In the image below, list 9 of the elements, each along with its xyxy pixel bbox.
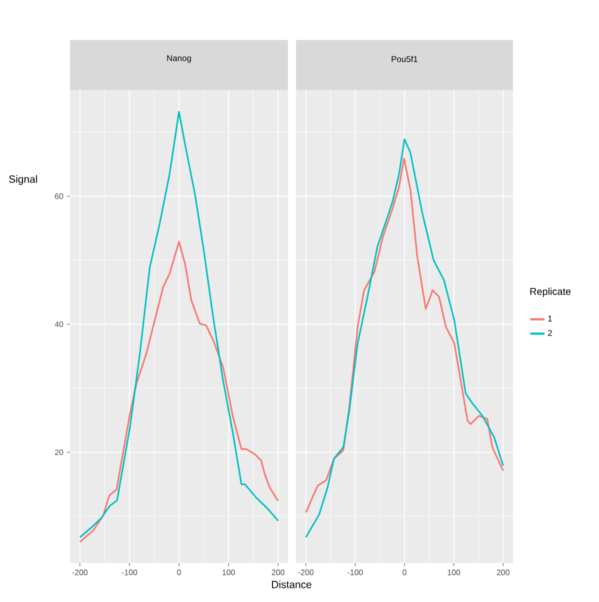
chart-title: Pou5f1 bbox=[392, 56, 418, 62]
y-axis-title: Signal bbox=[9, 175, 37, 185]
legend-label: 1 bbox=[548, 316, 552, 322]
legend-title: Replicate bbox=[530, 288, 571, 297]
line-series bbox=[79, 240, 279, 543]
x-axis-title: Distance bbox=[272, 580, 312, 588]
chart-title: Nanog bbox=[167, 55, 191, 63]
legend-label: 2 bbox=[548, 330, 552, 336]
line-series bbox=[79, 110, 279, 538]
